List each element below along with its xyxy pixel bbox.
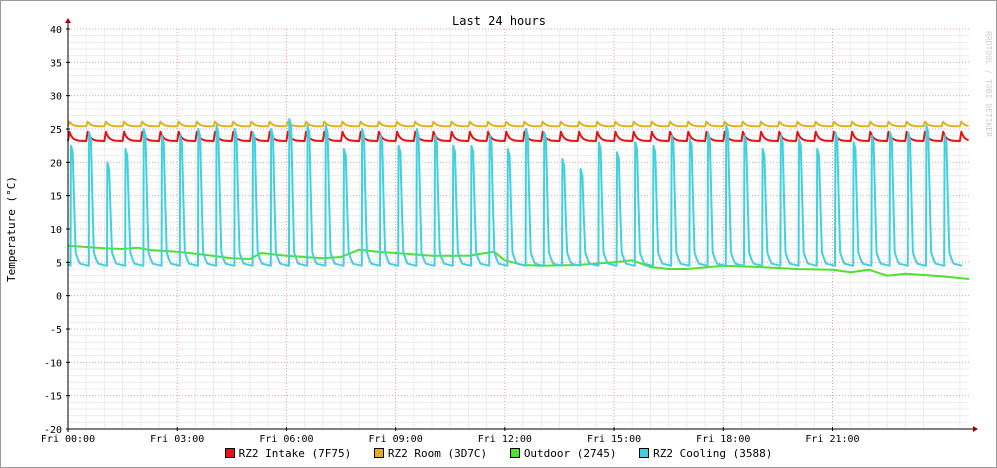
x-tick-label: Fri 09:00 [369,434,423,445]
legend-swatch-outdoor [509,448,520,458]
legend-item-cooling: RZ2 Cooling (3588) [639,447,772,460]
x-tick-label: Fri 21:00 [805,434,859,445]
series-line-0 [67,130,969,142]
legend-label-room: RZ2 Room (3D7C) [387,447,488,460]
legend-swatch-cooling [639,448,650,458]
y-tick-label: -20 [44,425,62,436]
y-tick-label: 15 [50,192,62,203]
legend-item-room: RZ2 Room (3D7C) [373,447,488,460]
y-tick-label: -10 [44,358,62,369]
legend-label-cooling: RZ2 Cooling (3588) [653,447,773,460]
y-axis-arrow [65,18,71,23]
legend-swatch-intake [224,448,235,458]
y-tick-label: -5 [50,325,62,336]
y-tick-label: 40 [50,25,62,36]
series-layer [67,118,970,280]
x-tick-label: Fri 06:00 [259,434,313,445]
watermark-text: RRDTOOL / TOBI OETIKER [984,31,993,137]
x-axis-arrow [973,426,978,432]
legend-item-intake: RZ2 Intake (7F75) [224,447,352,460]
x-tick-label: Fri 12:00 [478,434,532,445]
chart-title: Last 24 hours [452,14,546,28]
grid-major [67,28,969,430]
series-line-2 [67,244,970,280]
legend-item-outdoor: Outdoor (2745) [509,447,617,460]
x-tick-label: Fri 03:00 [150,434,204,445]
x-tick-label: Fri 18:00 [696,434,750,445]
y-tick-label: 25 [50,125,62,136]
y-tick-label: 35 [50,58,62,69]
legend-label-outdoor: Outdoor (2745) [523,447,617,460]
y-tick-label: -15 [44,392,62,403]
legend-label-intake: RZ2 Intake (7F75) [238,447,352,460]
y-tick-label: 10 [50,225,62,236]
legend: RZ2 Intake (7F75) RZ2 Room (3D7C) Outdoo… [1,447,996,460]
series-line-1 [67,120,969,128]
y-tick-label: 30 [50,92,62,103]
x-tick-label: Fri 15:00 [587,434,641,445]
y-axis-label: Temperature (°C) [5,176,18,282]
legend-swatch-room [373,448,384,458]
series-line-3 [67,118,963,267]
y-tick-label: 0 [56,292,62,303]
y-tick-label: 20 [50,158,62,169]
y-tick-label: 5 [56,258,62,269]
x-tick-label: Fri 00:00 [41,434,95,445]
